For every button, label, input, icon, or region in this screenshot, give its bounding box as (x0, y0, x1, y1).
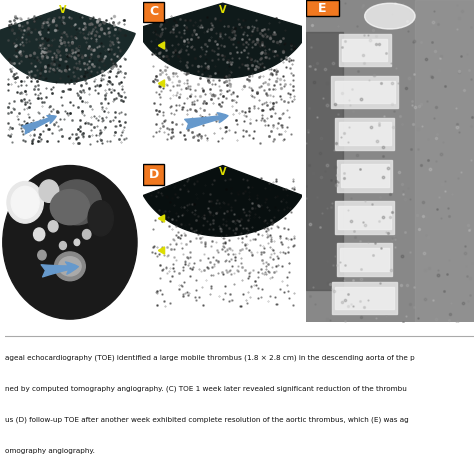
Bar (335, 118, 394, 150)
Bar (342, 39, 387, 61)
Ellipse shape (50, 190, 90, 225)
Text: V: V (59, 5, 67, 15)
Text: D: D (148, 168, 159, 181)
Text: V: V (219, 5, 227, 15)
Bar (306, 32, 343, 290)
Text: E: E (319, 1, 327, 15)
Bar (415, 0, 474, 322)
Circle shape (38, 250, 46, 260)
Circle shape (39, 180, 59, 202)
Bar (341, 164, 389, 187)
Bar (331, 76, 398, 108)
Bar (336, 287, 394, 310)
Bar (338, 34, 391, 66)
Polygon shape (144, 165, 302, 236)
Ellipse shape (53, 180, 101, 225)
Bar (335, 201, 394, 234)
Ellipse shape (365, 3, 415, 29)
Text: C: C (149, 6, 158, 18)
Bar (337, 160, 392, 192)
Text: omography angiography.: omography angiography. (5, 448, 95, 454)
Ellipse shape (55, 252, 85, 281)
FancyBboxPatch shape (143, 164, 164, 185)
Text: V: V (219, 167, 227, 177)
Bar (335, 81, 395, 103)
Polygon shape (0, 8, 135, 83)
Circle shape (11, 186, 39, 219)
Ellipse shape (88, 201, 113, 236)
Circle shape (59, 242, 66, 249)
Bar (337, 243, 392, 275)
Circle shape (7, 182, 43, 223)
Polygon shape (136, 3, 310, 78)
Ellipse shape (59, 257, 81, 276)
Circle shape (82, 229, 91, 239)
Bar (338, 206, 391, 229)
Text: ageal echocardiography (TOE) identified a large mobile thrombus (1.8 × 2.8 cm) i: ageal echocardiography (TOE) identified … (5, 354, 414, 361)
FancyBboxPatch shape (143, 1, 164, 22)
Text: us (D) follow-up TOE after another week exhibited complete resolution of the aor: us (D) follow-up TOE after another week … (5, 417, 409, 423)
Circle shape (48, 221, 58, 232)
Bar (339, 122, 391, 145)
Text: ned by computed tomography angiography. (C) TOE 1 week later revealed significan: ned by computed tomography angiography. … (5, 385, 407, 392)
Circle shape (34, 228, 45, 241)
Bar (340, 248, 389, 271)
Bar (332, 282, 397, 314)
Circle shape (3, 165, 137, 319)
FancyBboxPatch shape (306, 0, 339, 16)
Circle shape (74, 239, 80, 246)
